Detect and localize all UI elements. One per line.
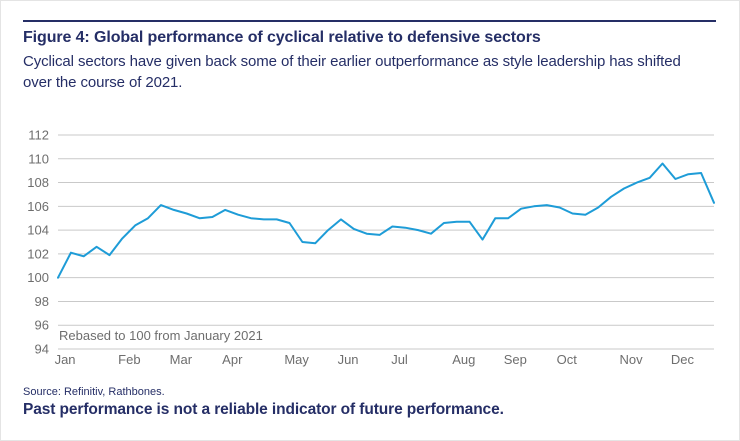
y-tick-label: 108 [27,175,49,190]
y-tick-label: 98 [35,294,49,309]
top-rule [23,20,716,22]
y-tick-label: 96 [35,318,49,333]
y-tick-label: 110 [28,151,49,166]
x-tick-label: Jul [391,352,408,367]
x-tick-label: Nov [619,352,643,367]
figure-subtitle: Cyclical sectors have given back some of… [23,53,681,91]
x-tick-label: Feb [118,352,140,367]
source-text: Source: Refinitiv, Rathbones. [23,386,165,398]
rebased-annotation: Rebased to 100 from January 2021 [59,328,263,343]
figure-title: Figure 4: Global performance of cyclical… [23,29,541,46]
x-tick-label: Apr [222,352,243,367]
x-tick-label: Sep [504,352,527,367]
y-tick-label: 100 [27,270,49,285]
y-tick-label: 102 [27,246,49,261]
x-tick-label: Oct [557,352,578,367]
x-tick-label: Jun [338,352,359,367]
y-tick-label: 94 [35,342,49,357]
data-series-line [57,162,715,279]
x-tick-label: Aug [452,352,475,367]
y-tick-label: 106 [27,199,49,214]
x-tick-label: Jan [55,352,76,367]
y-tick-label: 104 [27,223,49,238]
x-tick-label: Dec [671,352,695,367]
x-tick-label: Mar [170,352,193,367]
y-tick-label: 112 [28,128,49,143]
x-tick-label: May [284,352,309,367]
disclaimer-text: Past performance is not a reliable indic… [23,401,504,418]
